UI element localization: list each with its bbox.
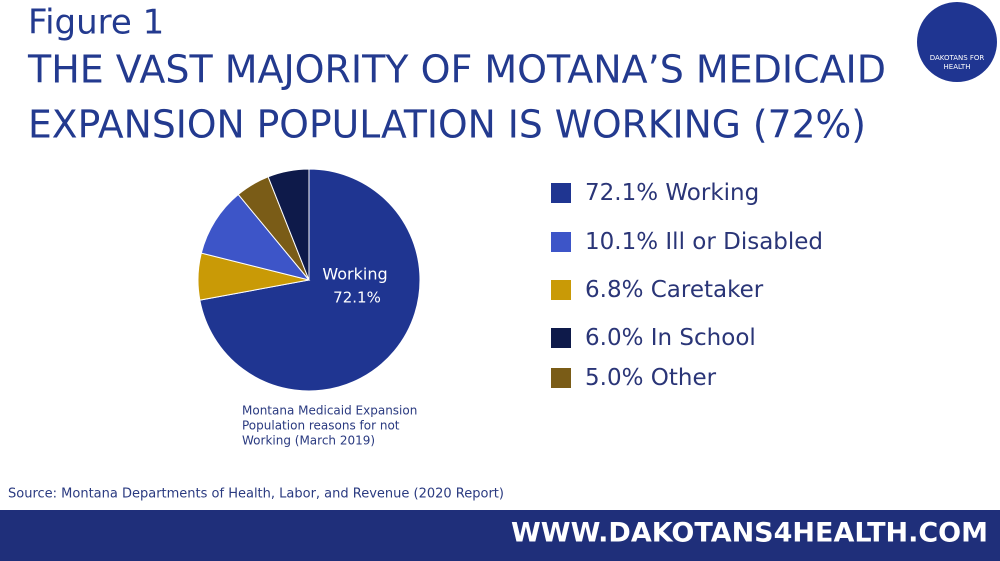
logo-text: DAKOTANS FOR (930, 54, 985, 62)
legend-swatch (551, 232, 571, 252)
caption: Montana Medicaid Expansion (242, 404, 417, 418)
legend-swatch (551, 280, 571, 300)
legend-swatch (551, 328, 571, 348)
legend-name: Ill or Disabled (665, 229, 823, 255)
legend-label: 6.0% In School (585, 325, 756, 351)
pie-slice (199, 168, 421, 392)
legend-label: 6.8% Caretaker (585, 277, 764, 303)
legend-label: 10.1% Ill or Disabled (585, 229, 823, 255)
legend-swatch (551, 368, 571, 388)
legend-name: Other (651, 365, 717, 391)
caption: Population reasons for not (242, 419, 400, 433)
legend-name: In School (651, 325, 756, 351)
slice-label: 72.1% (333, 289, 381, 307)
legend-value: 72.1% (585, 180, 658, 206)
legend-name: Working (665, 180, 759, 206)
logo-text: HEALTH (944, 63, 971, 71)
logo (917, 2, 997, 82)
legend-name: Caretaker (651, 277, 764, 303)
caption: Working (March 2019) (242, 434, 375, 448)
legend-value: 6.8% (585, 277, 643, 303)
figure-label: Figure 1 (28, 3, 164, 43)
slice-label: Working (322, 265, 387, 284)
legend-value: 5.0% (585, 365, 643, 391)
legend-label: 72.1% Working (585, 180, 759, 206)
title-line: THE VAST MAJORITY OF MOTANA’S MEDICAID (27, 48, 886, 92)
legend-label: 5.0% Other (585, 365, 717, 391)
pie-slice (267, 168, 310, 281)
title-line: EXPANSION POPULATION IS WORKING (72%) (28, 103, 866, 147)
pie-slice (200, 193, 311, 281)
legend-value: 6.0% (585, 325, 643, 351)
legend-value: 10.1% (585, 229, 658, 255)
footer-url: WWW.DAKOTANS4HEALTH.COM (511, 518, 988, 549)
source: Source: Montana Departments of Health, L… (8, 487, 504, 502)
footer-bar (0, 510, 1000, 561)
legend-swatch (551, 183, 571, 203)
